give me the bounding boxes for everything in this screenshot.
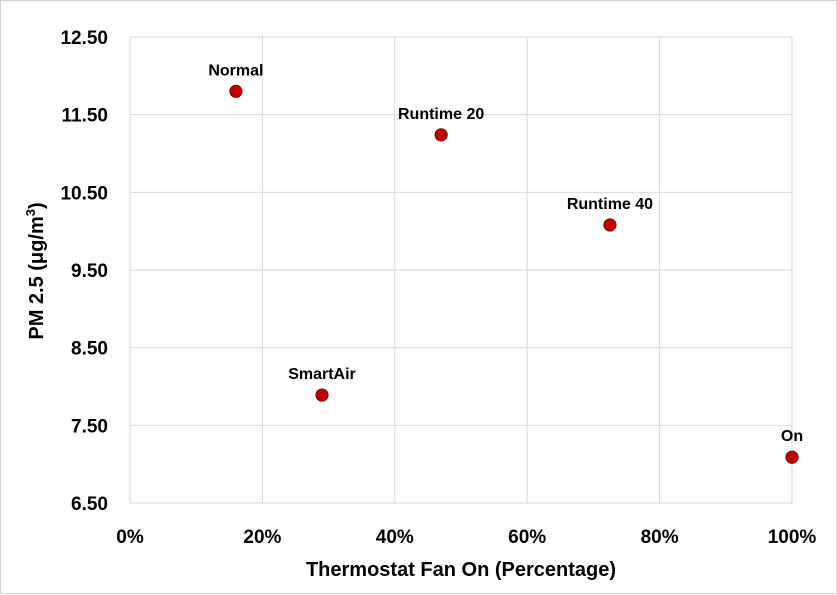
y-axis-title-suffix: ) bbox=[26, 202, 48, 209]
data-label: SmartAir bbox=[288, 366, 356, 383]
data-point bbox=[229, 84, 243, 98]
y-axis-title-main: PM 2.5 (μg/m bbox=[26, 216, 48, 339]
y-tick-label: 10.50 bbox=[60, 183, 108, 204]
y-tick-label: 12.50 bbox=[60, 28, 108, 49]
x-axis-title: Thermostat Fan On (Percentage) bbox=[306, 559, 616, 581]
tick-labels: 0% 20% 40% 60% 80% 100% 6.50 7.50 8.50 9.50 10.50 1… bbox=[60, 28, 816, 548]
y-axis-title: PM 2.5 (μg/m3) bbox=[23, 202, 48, 339]
y-axis-title-superscript: 3 bbox=[23, 209, 38, 216]
x-tick-label: 0% bbox=[116, 527, 144, 548]
data-label: On bbox=[781, 428, 803, 445]
data-labels: Normal Runtime 20 Runtime 40 SmartAir On bbox=[208, 62, 803, 445]
x-tick-label: 40% bbox=[376, 527, 414, 548]
y-tick-label: 8.50 bbox=[71, 339, 108, 360]
y-tick-label: 11.50 bbox=[62, 106, 109, 127]
y-tick-label: 9.50 bbox=[71, 261, 108, 282]
x-tick-label: 80% bbox=[641, 527, 679, 548]
x-tick-label: 20% bbox=[243, 527, 281, 548]
grid bbox=[129, 36, 793, 504]
y-tick-label: 7.50 bbox=[71, 416, 108, 437]
x-tick-label: 60% bbox=[508, 527, 546, 548]
data-point bbox=[315, 388, 329, 402]
data-label: Runtime 40 bbox=[567, 196, 653, 213]
data-label: Runtime 20 bbox=[398, 106, 484, 123]
data-point bbox=[603, 218, 617, 232]
x-tick-label: 100% bbox=[768, 527, 817, 548]
data-point bbox=[785, 450, 799, 464]
data-label: Normal bbox=[208, 62, 263, 79]
y-tick-label: 6.50 bbox=[71, 494, 108, 515]
data-point bbox=[434, 128, 448, 142]
data-points bbox=[229, 84, 799, 464]
